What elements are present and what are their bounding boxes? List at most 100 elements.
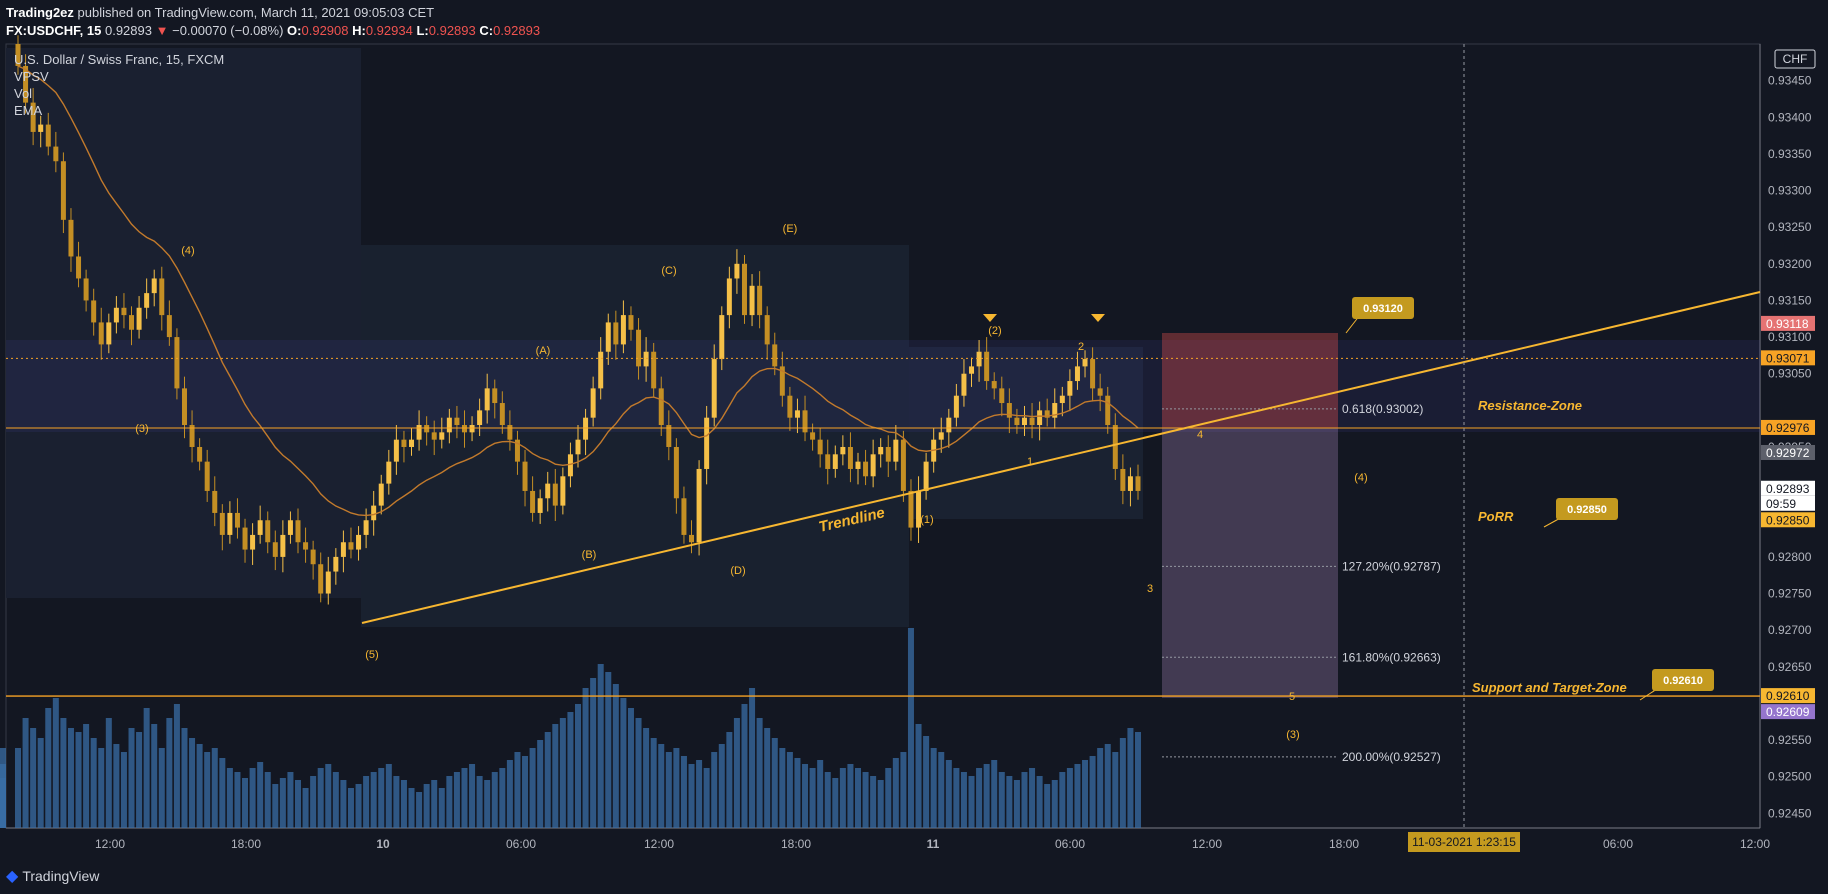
candle-body xyxy=(325,571,331,594)
candle-body xyxy=(726,278,732,316)
wave-label: (D) xyxy=(730,565,745,577)
candle-body xyxy=(136,307,142,330)
wave-label: (2) xyxy=(988,325,1001,337)
time-tick-label: 12:00 xyxy=(1740,837,1770,851)
volume-bar xyxy=(98,748,105,828)
profile-box xyxy=(909,347,1143,519)
volume-bar xyxy=(915,724,922,828)
candle-body xyxy=(999,388,1005,404)
fib-label: 127.20%(0.92787) xyxy=(1342,559,1441,573)
volume-bar xyxy=(665,752,672,828)
time-tick-label: 18:00 xyxy=(1329,837,1359,851)
legend-vpsv[interactable]: VPSV xyxy=(14,69,49,84)
volume-bar xyxy=(907,628,914,828)
volume-bar xyxy=(718,744,725,828)
candle-body xyxy=(764,315,770,345)
candle-body xyxy=(265,520,271,543)
volume-bar xyxy=(582,688,589,828)
symbol-label: FX:USDCHF, 15 xyxy=(6,23,102,38)
resistance-band xyxy=(6,340,1760,432)
wave-label: 2 xyxy=(1078,341,1084,353)
candle-body xyxy=(469,425,475,433)
callout-label: 0.93120 xyxy=(1363,303,1403,315)
wave-label: (4) xyxy=(181,245,194,257)
legend-vol[interactable]: Vol xyxy=(14,86,33,101)
candle-body xyxy=(847,446,853,469)
volume-bar xyxy=(158,748,165,828)
profile-box xyxy=(361,245,909,627)
volume-bar xyxy=(779,748,786,828)
fib-label: 200.00%(0.92527) xyxy=(1342,750,1441,764)
wave-label: (E) xyxy=(783,223,798,235)
candle-body xyxy=(598,351,604,389)
candle-body xyxy=(333,556,339,572)
candle-body xyxy=(348,542,354,550)
price-tick-label: 0.93400 xyxy=(1768,110,1812,124)
cursor-time-tag xyxy=(1408,832,1520,852)
time-tick-label: 06:00 xyxy=(1603,837,1633,851)
volume-bar xyxy=(605,672,612,828)
candle-body xyxy=(681,498,687,535)
volume-bar xyxy=(325,764,332,828)
author-name[interactable]: Trading2ez xyxy=(6,5,74,20)
candle-body xyxy=(923,461,929,491)
price-tick-label: 0.92500 xyxy=(1768,770,1812,784)
candle-body xyxy=(151,278,157,294)
candle-body xyxy=(590,388,596,418)
volume-bar xyxy=(756,718,763,828)
low-label: L: xyxy=(416,23,429,38)
volume-bar xyxy=(847,764,854,828)
volume-bar xyxy=(749,688,756,828)
candle-body xyxy=(416,425,422,440)
candle-body xyxy=(741,263,747,316)
volume-bar xyxy=(627,708,634,828)
volume-bar xyxy=(900,752,907,828)
candle-body xyxy=(946,417,952,433)
time-tick-label: 18:00 xyxy=(231,837,261,851)
candle-body xyxy=(53,146,59,162)
candle-body xyxy=(537,498,543,513)
candle-body xyxy=(189,425,195,447)
volume-bar xyxy=(143,708,150,828)
volume-bar xyxy=(733,718,740,828)
candle-body xyxy=(787,395,793,418)
volume-bar xyxy=(83,724,90,828)
candle-body xyxy=(159,278,165,316)
candle-body xyxy=(1021,417,1027,426)
volume-bar xyxy=(983,764,990,828)
candle-body xyxy=(575,439,581,455)
candle-body xyxy=(1052,403,1058,418)
volume-bar xyxy=(264,772,271,828)
volume-bar xyxy=(870,776,877,828)
volume-bar xyxy=(1104,744,1111,828)
callout-label: 0.92850 xyxy=(1567,504,1607,516)
candle-body xyxy=(280,534,286,557)
candle-body xyxy=(129,315,135,330)
wave-label: (5) xyxy=(365,649,378,661)
top-marker-icon xyxy=(1091,314,1105,322)
wave-label: 1 xyxy=(1027,456,1033,468)
candle-body xyxy=(643,351,649,367)
legend-ema[interactable]: EMA xyxy=(14,103,43,118)
zone-label: Resistance-Zone xyxy=(1478,398,1582,413)
volume-bar xyxy=(506,760,513,828)
volume-bar xyxy=(1044,784,1051,828)
candle-body xyxy=(749,285,755,316)
price-tag-label: 0.92972 xyxy=(1766,446,1810,460)
price-tick-label: 0.93350 xyxy=(1768,147,1812,161)
volume-bar xyxy=(839,768,846,828)
price-tick-label: 0.92800 xyxy=(1768,550,1812,564)
candle-body xyxy=(45,124,51,147)
candle-body xyxy=(23,65,29,103)
volume-bar xyxy=(1021,772,1028,828)
price-tag-label: 0.92850 xyxy=(1766,513,1810,527)
tradingview-logo[interactable]: ◆ TradingView xyxy=(6,866,99,886)
candle-body xyxy=(636,329,642,367)
candle-body xyxy=(204,461,210,491)
fib-label: 0.618(0.93002) xyxy=(1342,402,1423,416)
candle-body xyxy=(651,351,657,389)
candle-body xyxy=(772,344,778,367)
profile-box xyxy=(6,48,361,598)
volume-bar xyxy=(575,704,581,828)
